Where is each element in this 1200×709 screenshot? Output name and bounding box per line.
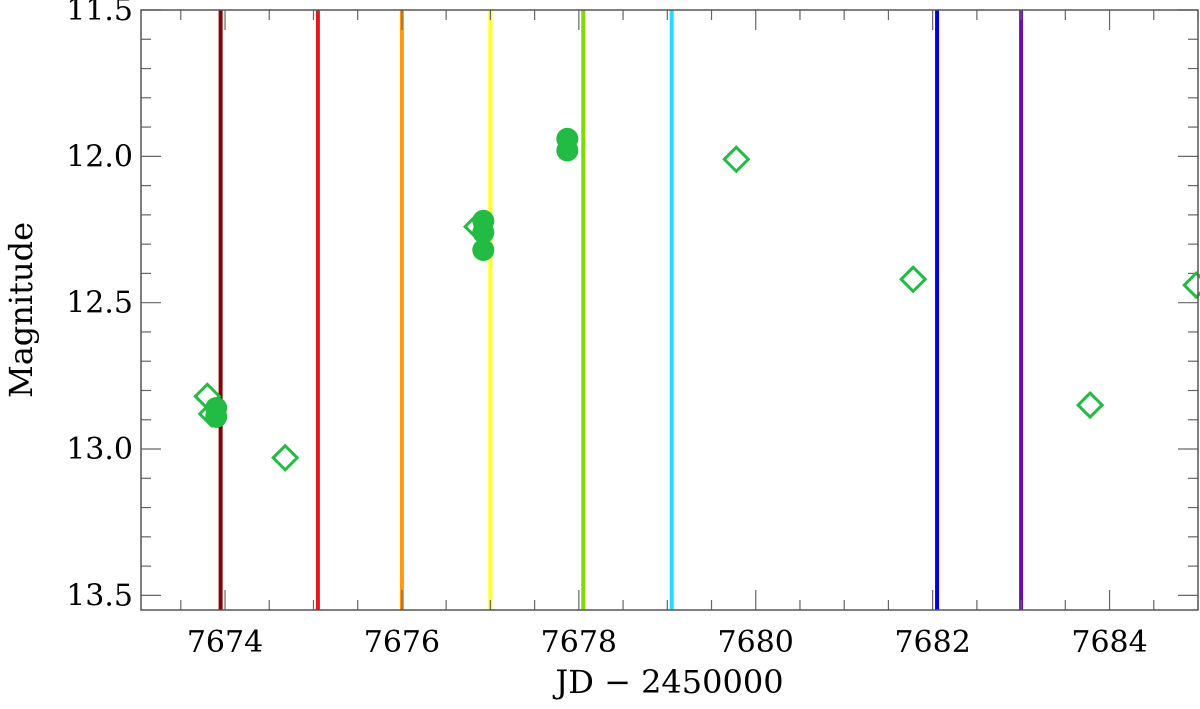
diamond-data-point [271,443,300,472]
y-axis-label: Magnitude [2,222,40,398]
plot-frame [140,9,1199,611]
y-tick-label: 12.0 [66,139,133,174]
x-tick-label: 7674 [187,625,263,660]
circle-data-point [472,221,495,244]
x-tick-label: 7682 [894,625,970,660]
circle-data-point [472,239,495,261]
diamond-data-point [899,265,928,294]
vertical-lines-group [218,10,1024,610]
y-tick-label: 11.5 [66,0,133,28]
circle-data-point [205,405,228,428]
x-tick-label: 7680 [718,625,794,660]
diamond-data-point [1075,391,1105,420]
points-group [193,127,1200,472]
y-tick-label: 13.5 [66,578,133,613]
y-tick-label: 12.5 [66,286,133,321]
x-tick-label: 7676 [364,625,440,660]
circle-data-point [556,139,579,162]
x-tick-label: 7684 [1071,625,1147,660]
y-tick-label: 13.0 [66,432,133,467]
diamond-data-point [1182,271,1200,300]
tick-labels-group: 7674 7676 7678 7680 7682 7684 11.5 12.0 12.5 13.0… [66,0,1148,660]
diamond-data-point [722,145,751,174]
x-axis-label: JD − 2450000 [552,663,783,701]
ticks-group [141,9,1199,610]
x-tick-label: 7678 [541,625,617,660]
